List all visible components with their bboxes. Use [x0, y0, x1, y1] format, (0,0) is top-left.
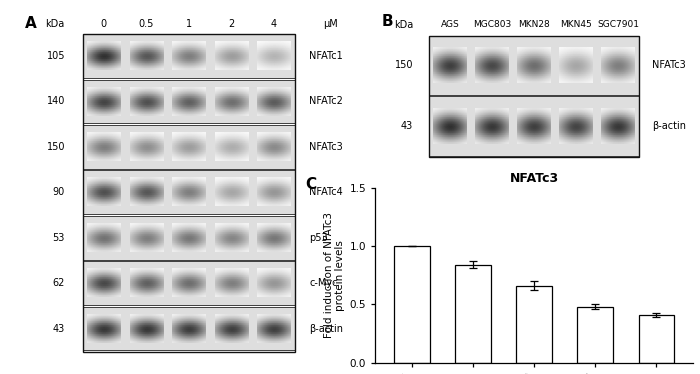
Text: 62: 62	[52, 278, 65, 288]
Bar	[517, 286, 552, 363]
Text: 0: 0	[101, 19, 107, 28]
Text: NFATc2: NFATc2	[309, 96, 343, 106]
Text: 150: 150	[395, 60, 413, 70]
Bar	[429, 36, 639, 157]
Text: 4: 4	[271, 19, 277, 28]
Title: NFATc3: NFATc3	[510, 172, 559, 185]
Text: 0.5: 0.5	[139, 19, 154, 28]
Text: C: C	[305, 177, 316, 192]
Bar	[83, 261, 295, 305]
Text: MGC803: MGC803	[473, 21, 511, 30]
Y-axis label: Fold induction of NFATc3
protein levels: Fold induction of NFATc3 protein levels	[323, 212, 345, 338]
Text: NFATc3: NFATc3	[309, 142, 343, 152]
Text: NFATc1: NFATc1	[309, 51, 343, 61]
Text: NFATc3: NFATc3	[652, 60, 685, 70]
Bar	[429, 96, 639, 156]
Text: MKN28: MKN28	[518, 21, 550, 30]
Text: kDa: kDa	[394, 20, 413, 30]
Bar	[83, 80, 295, 123]
Text: 140: 140	[47, 96, 65, 106]
Text: c-Myc: c-Myc	[309, 278, 337, 288]
Bar	[578, 307, 613, 363]
Text: p53: p53	[309, 233, 328, 243]
Bar	[83, 307, 295, 350]
Bar	[394, 246, 430, 363]
Text: β-actin: β-actin	[652, 121, 686, 131]
Text: β-actin: β-actin	[309, 324, 343, 334]
Text: 1: 1	[186, 19, 192, 28]
Text: SGC7901: SGC7901	[597, 21, 639, 30]
Text: 105: 105	[46, 51, 65, 61]
Text: 150: 150	[46, 142, 65, 152]
Text: AGS: AGS	[441, 21, 459, 30]
Text: kDa: kDa	[45, 19, 64, 28]
Text: A: A	[25, 16, 36, 31]
Bar	[638, 315, 674, 363]
Bar	[83, 216, 295, 260]
Text: 90: 90	[52, 187, 65, 197]
Text: NFATc4: NFATc4	[309, 187, 343, 197]
Text: MKN45: MKN45	[560, 21, 592, 30]
Text: 53: 53	[52, 233, 65, 243]
Bar	[83, 34, 295, 352]
Text: 43: 43	[52, 324, 65, 334]
Text: 2: 2	[228, 19, 235, 28]
Text: B: B	[382, 14, 393, 29]
Bar	[83, 34, 295, 78]
Bar	[429, 36, 639, 95]
Bar	[83, 171, 295, 214]
Text: μM: μM	[323, 19, 337, 28]
Text: 43: 43	[401, 121, 413, 131]
Bar	[83, 125, 295, 169]
Bar	[455, 265, 491, 363]
